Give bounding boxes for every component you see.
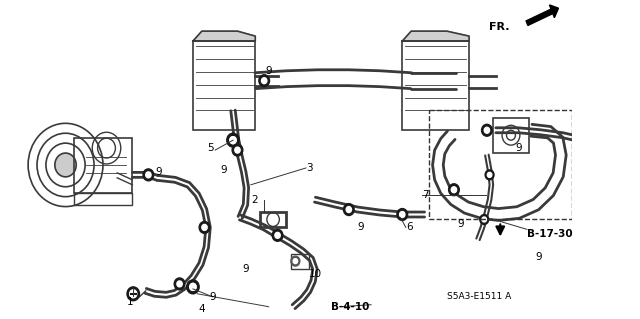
Circle shape <box>177 281 182 287</box>
Circle shape <box>190 283 196 290</box>
Circle shape <box>485 170 494 180</box>
Circle shape <box>202 225 207 230</box>
Circle shape <box>346 207 351 212</box>
Text: 9: 9 <box>242 264 248 274</box>
Text: 5: 5 <box>207 143 213 153</box>
Bar <box>260 211 287 227</box>
Circle shape <box>199 221 210 234</box>
Polygon shape <box>403 31 469 41</box>
Text: 3: 3 <box>306 163 313 173</box>
Circle shape <box>262 78 267 84</box>
Text: B-17-30: B-17-30 <box>527 229 573 239</box>
Bar <box>291 254 308 269</box>
Text: FR.: FR. <box>489 22 509 32</box>
Bar <box>74 193 132 204</box>
Circle shape <box>451 187 456 193</box>
Bar <box>603 214 640 232</box>
Circle shape <box>232 144 243 156</box>
Text: 9: 9 <box>210 292 216 302</box>
Circle shape <box>399 211 405 218</box>
Text: 9: 9 <box>220 165 227 175</box>
Text: 9: 9 <box>458 219 464 229</box>
Circle shape <box>143 169 154 181</box>
Circle shape <box>235 147 240 153</box>
Circle shape <box>575 134 586 146</box>
Text: 7: 7 <box>422 190 429 200</box>
Bar <box>74 138 132 193</box>
Circle shape <box>481 124 492 136</box>
Circle shape <box>397 209 408 220</box>
Circle shape <box>482 217 486 222</box>
Circle shape <box>480 214 489 225</box>
Circle shape <box>230 137 236 144</box>
Bar <box>403 41 469 130</box>
Circle shape <box>272 229 283 241</box>
Circle shape <box>487 172 492 177</box>
Text: 9: 9 <box>536 252 542 262</box>
Circle shape <box>130 290 137 298</box>
Circle shape <box>130 290 136 297</box>
Circle shape <box>484 127 490 133</box>
Text: S5A3-E1511 A: S5A3-E1511 A <box>447 292 511 301</box>
Bar <box>493 118 529 153</box>
Circle shape <box>275 232 280 238</box>
Circle shape <box>230 137 236 144</box>
Circle shape <box>55 153 76 177</box>
Circle shape <box>174 278 185 290</box>
Text: 4: 4 <box>198 304 205 314</box>
Circle shape <box>293 259 298 263</box>
Text: 9: 9 <box>156 167 162 177</box>
Circle shape <box>344 204 354 216</box>
Text: B-4-10: B-4-10 <box>331 302 369 312</box>
Text: 6: 6 <box>406 222 412 233</box>
Circle shape <box>259 75 269 87</box>
Circle shape <box>449 184 460 196</box>
Text: 10: 10 <box>308 269 322 279</box>
Text: 9: 9 <box>358 222 364 233</box>
Text: 9: 9 <box>515 143 522 153</box>
Text: 2: 2 <box>252 195 258 205</box>
Circle shape <box>578 137 583 143</box>
Circle shape <box>597 144 608 156</box>
Bar <box>429 110 572 219</box>
Circle shape <box>227 133 239 147</box>
Circle shape <box>291 256 300 266</box>
Text: 1: 1 <box>127 297 133 307</box>
FancyArrow shape <box>526 5 559 26</box>
Circle shape <box>190 283 196 290</box>
Circle shape <box>146 172 151 178</box>
Polygon shape <box>193 31 255 41</box>
Circle shape <box>127 287 140 301</box>
Bar <box>193 41 255 130</box>
Text: 9: 9 <box>266 66 272 76</box>
Circle shape <box>600 147 605 153</box>
Circle shape <box>187 280 199 294</box>
